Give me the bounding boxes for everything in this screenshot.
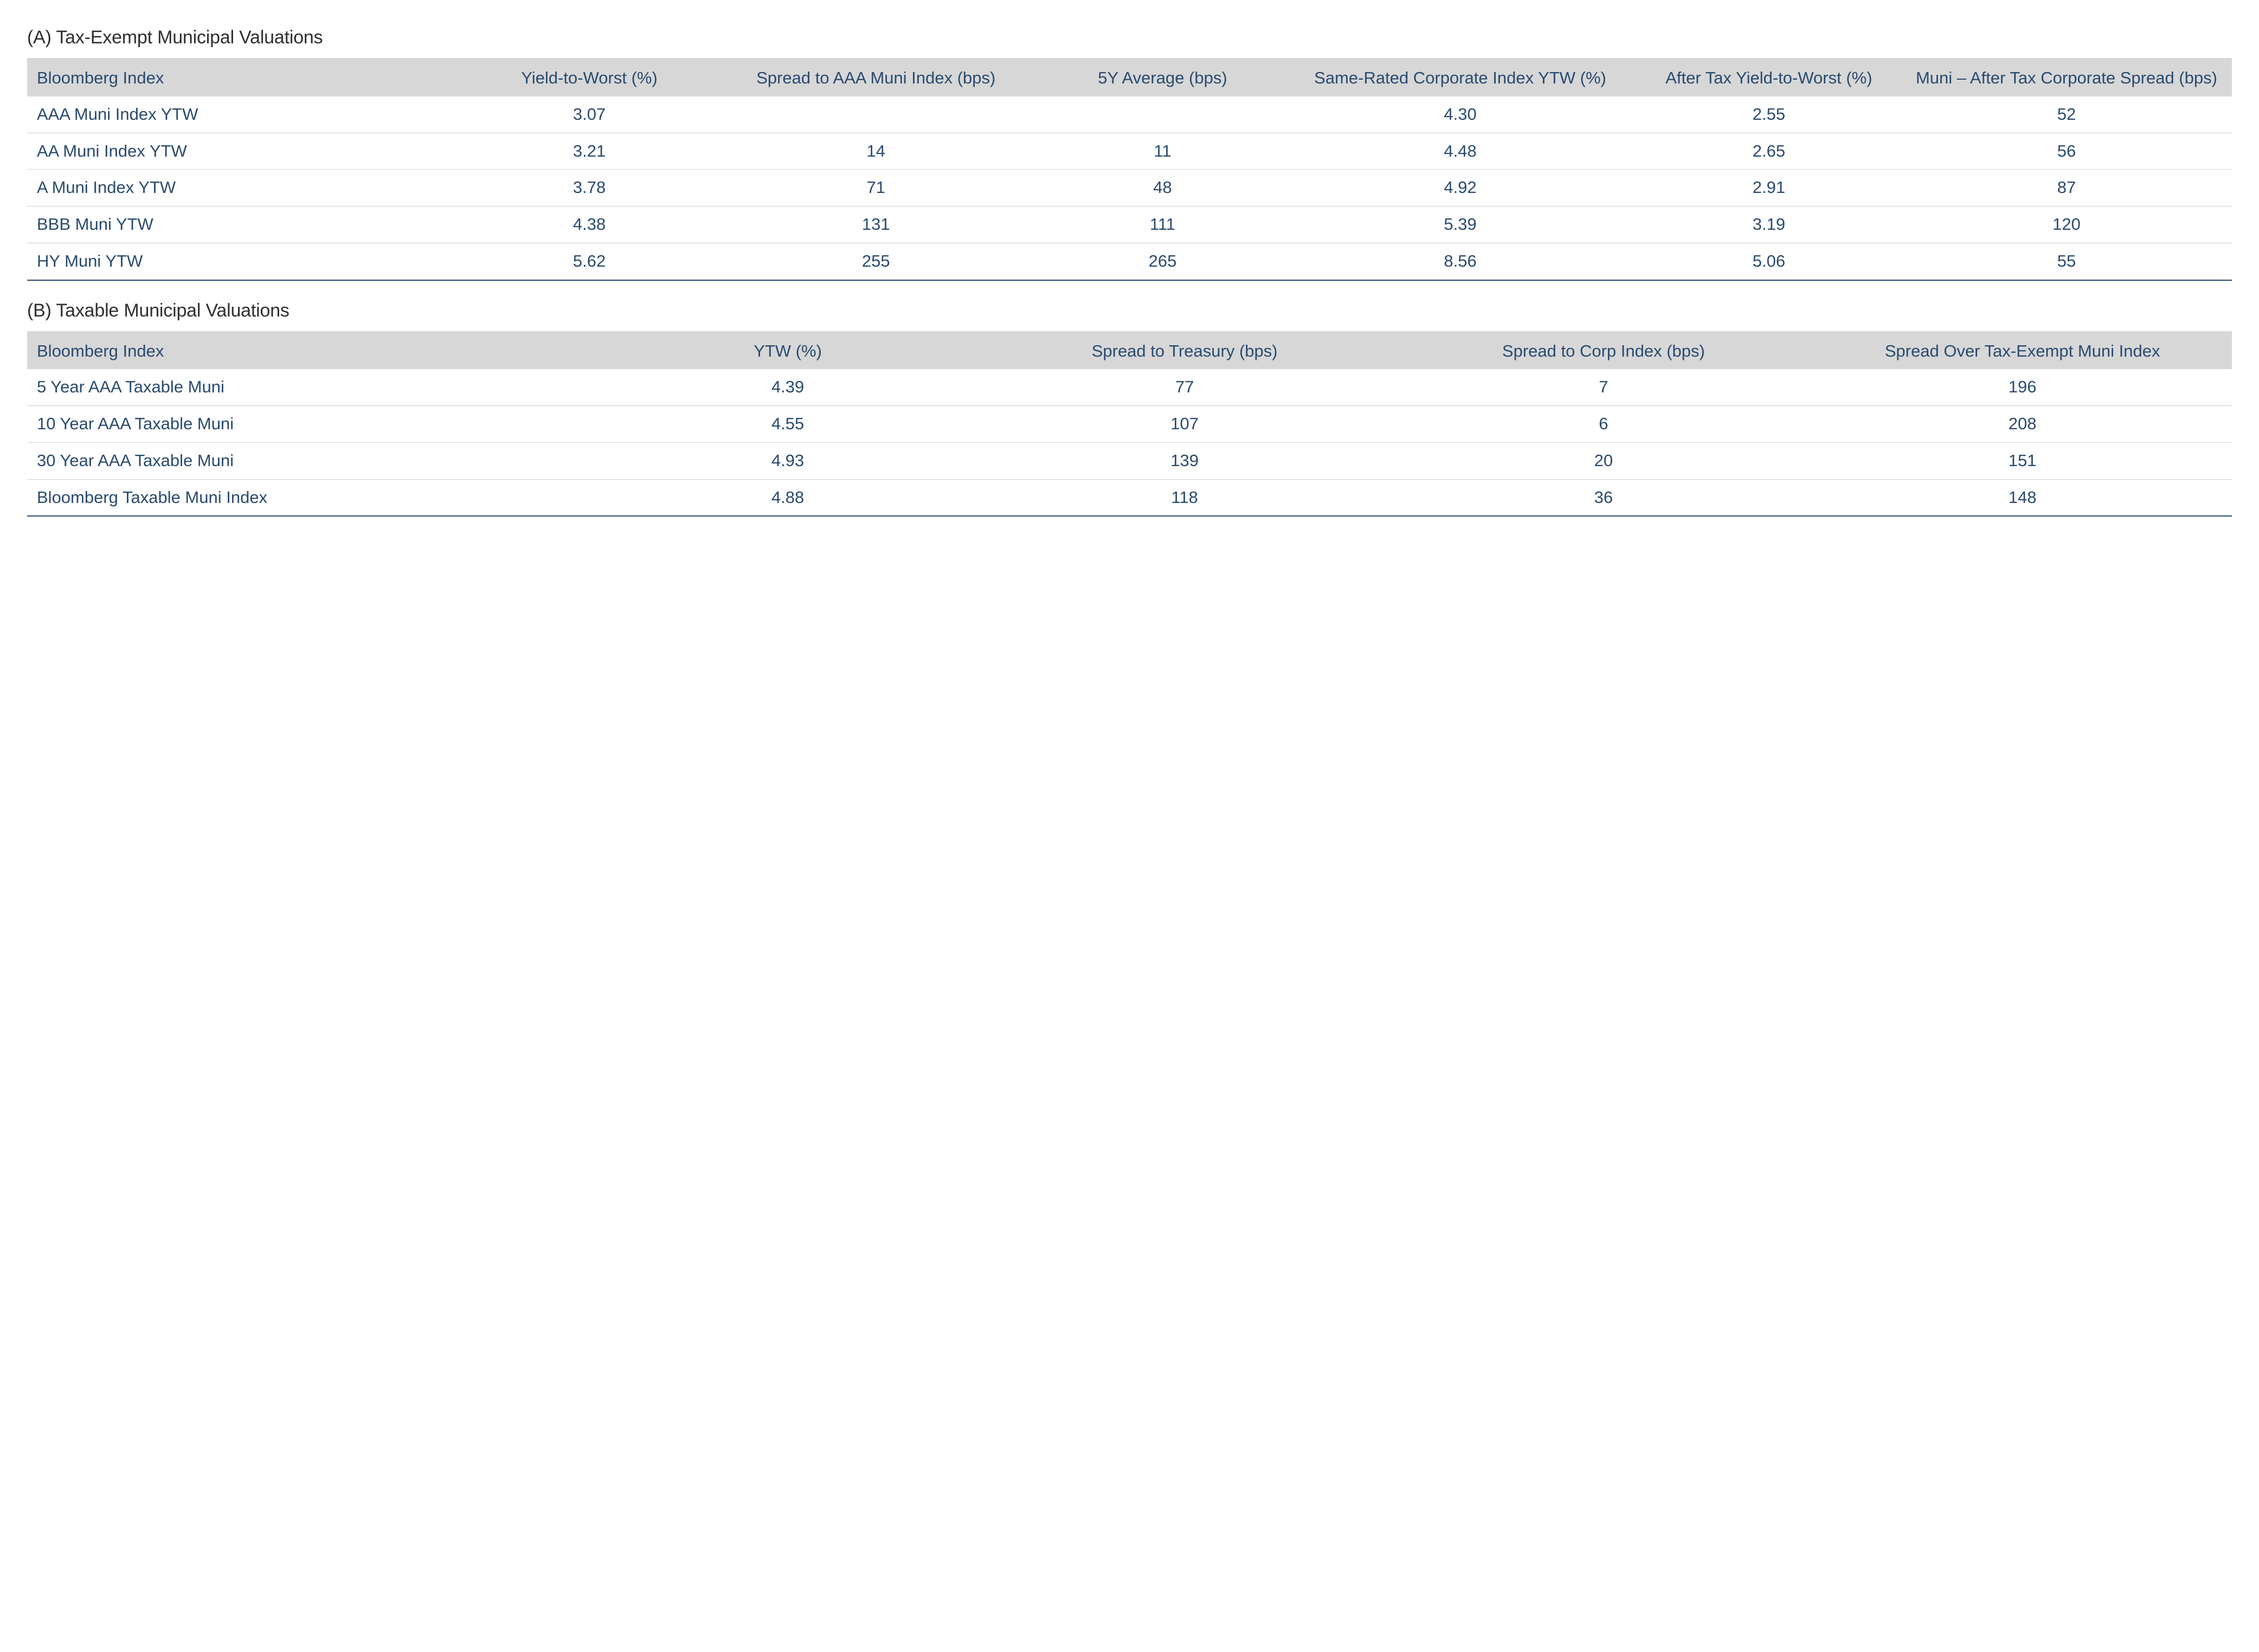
table-a-cell: 71 [711,170,1041,206]
table-a-cell: 255 [711,243,1041,280]
table-a-cell: 56 [1901,133,2232,170]
table-a-row-label: HY Muni YTW [27,243,468,280]
table-b-col-header: Spread to Treasury (bps) [975,331,1394,370]
table-b-header-row: Bloomberg IndexYTW (%)Spread to Treasury… [27,331,2232,370]
table-b-section: (B) Taxable Municipal Valuations Bloombe… [27,300,2232,517]
table-b-cell: 4.88 [600,479,975,516]
table-b-cell: 4.55 [600,406,975,443]
table-a-cell: 4.48 [1284,133,1637,170]
table-a-row-label: BBB Muni YTW [27,206,468,243]
table-a-cell: 3.19 [1637,206,1901,243]
table-b-col-header: YTW (%) [600,331,975,370]
table-b-row-label: 5 Year AAA Taxable Muni [27,369,600,405]
table-b-cell: 107 [975,406,1394,443]
table-a-col-header: After Tax Yield-to-Worst (%) [1637,58,1901,96]
table-b-cell: 118 [975,479,1394,516]
table-a-col-header: 5Y Average (bps) [1041,58,1284,96]
table-a: Bloomberg IndexYield-to-Worst (%)Spread … [27,58,2232,281]
table-a-col-header: Bloomberg Index [27,58,468,96]
table-a-title: (A) Tax-Exempt Municipal Valuations [27,27,2232,48]
table-b-cell: 148 [1813,479,2232,516]
table-b-col-header: Bloomberg Index [27,331,600,370]
table-a-section: (A) Tax-Exempt Municipal Valuations Bloo… [27,27,2232,281]
table-a-cell: 5.06 [1637,243,1901,280]
table-a-body: AAA Muni Index YTW3.074.302.5552AA Muni … [27,96,2232,280]
table-b-title: (B) Taxable Municipal Valuations [27,300,2232,321]
table-a-col-header: Yield-to-Worst (%) [468,58,710,96]
table-b-cell: 6 [1394,406,1813,443]
table-a-cell: 2.91 [1637,170,1901,206]
table-a-cell: 131 [711,206,1041,243]
table-a-cell: 3.78 [468,170,710,206]
table-row: BBB Muni YTW4.381311115.393.19120 [27,206,2232,243]
table-b-cell: 139 [975,442,1394,479]
table-row: AA Muni Index YTW3.2114114.482.6556 [27,133,2232,170]
table-b-row-label: 10 Year AAA Taxable Muni [27,406,600,443]
table-b-col-header: Spread to Corp Index (bps) [1394,331,1813,370]
table-b-cell: 196 [1813,369,2232,405]
table-b-cell: 151 [1813,442,2232,479]
table-b-row-label: 30 Year AAA Taxable Muni [27,442,600,479]
table-b: Bloomberg IndexYTW (%)Spread to Treasury… [27,331,2232,517]
table-a-cell: 8.56 [1284,243,1637,280]
table-a-row-label: AA Muni Index YTW [27,133,468,170]
table-a-col-header: Muni – After Tax Corporate Spread (bps) [1901,58,2232,96]
table-a-cell: 2.55 [1637,96,1901,133]
table-a-cell [1041,96,1284,133]
table-a-head: Bloomberg IndexYield-to-Worst (%)Spread … [27,58,2232,96]
table-a-cell: 4.30 [1284,96,1637,133]
table-a-row-label: AAA Muni Index YTW [27,96,468,133]
table-row: 10 Year AAA Taxable Muni4.551076208 [27,406,2232,443]
table-b-cell: 7 [1394,369,1813,405]
table-b-col-header: Spread Over Tax-Exempt Muni Index [1813,331,2232,370]
table-b-body: 5 Year AAA Taxable Muni4.3977719610 Year… [27,369,2232,516]
table-b-row-label: Bloomberg Taxable Muni Index [27,479,600,516]
table-a-cell: 3.21 [468,133,710,170]
table-a-cell: 52 [1901,96,2232,133]
table-a-header-row: Bloomberg IndexYield-to-Worst (%)Spread … [27,58,2232,96]
table-row: AAA Muni Index YTW3.07 4.302.5552 [27,96,2232,133]
table-b-cell: 20 [1394,442,1813,479]
table-a-cell: 14 [711,133,1041,170]
table-a-cell: 11 [1041,133,1284,170]
table-row: 5 Year AAA Taxable Muni4.39777196 [27,369,2232,405]
table-b-head: Bloomberg IndexYTW (%)Spread to Treasury… [27,331,2232,370]
table-a-cell: 87 [1901,170,2232,206]
table-row: 30 Year AAA Taxable Muni4.9313920151 [27,442,2232,479]
table-a-cell: 111 [1041,206,1284,243]
table-a-cell: 4.92 [1284,170,1637,206]
table-a-cell: 3.07 [468,96,710,133]
table-b-cell: 36 [1394,479,1813,516]
table-row: A Muni Index YTW3.7871484.922.9187 [27,170,2232,206]
table-a-cell: 5.62 [468,243,710,280]
table-a-col-header: Spread to AAA Muni Index (bps) [711,58,1041,96]
table-a-cell: 5.39 [1284,206,1637,243]
table-b-cell: 4.39 [600,369,975,405]
table-a-col-header: Same-Rated Corporate Index YTW (%) [1284,58,1637,96]
table-b-cell: 77 [975,369,1394,405]
table-a-cell: 2.65 [1637,133,1901,170]
table-b-cell: 208 [1813,406,2232,443]
table-a-cell [711,96,1041,133]
table-row: Bloomberg Taxable Muni Index4.8811836148 [27,479,2232,516]
table-b-cell: 4.93 [600,442,975,479]
table-a-row-label: A Muni Index YTW [27,170,468,206]
table-a-cell: 55 [1901,243,2232,280]
table-a-cell: 120 [1901,206,2232,243]
table-a-cell: 265 [1041,243,1284,280]
table-row: HY Muni YTW5.622552658.565.0655 [27,243,2232,280]
table-a-cell: 48 [1041,170,1284,206]
table-a-cell: 4.38 [468,206,710,243]
